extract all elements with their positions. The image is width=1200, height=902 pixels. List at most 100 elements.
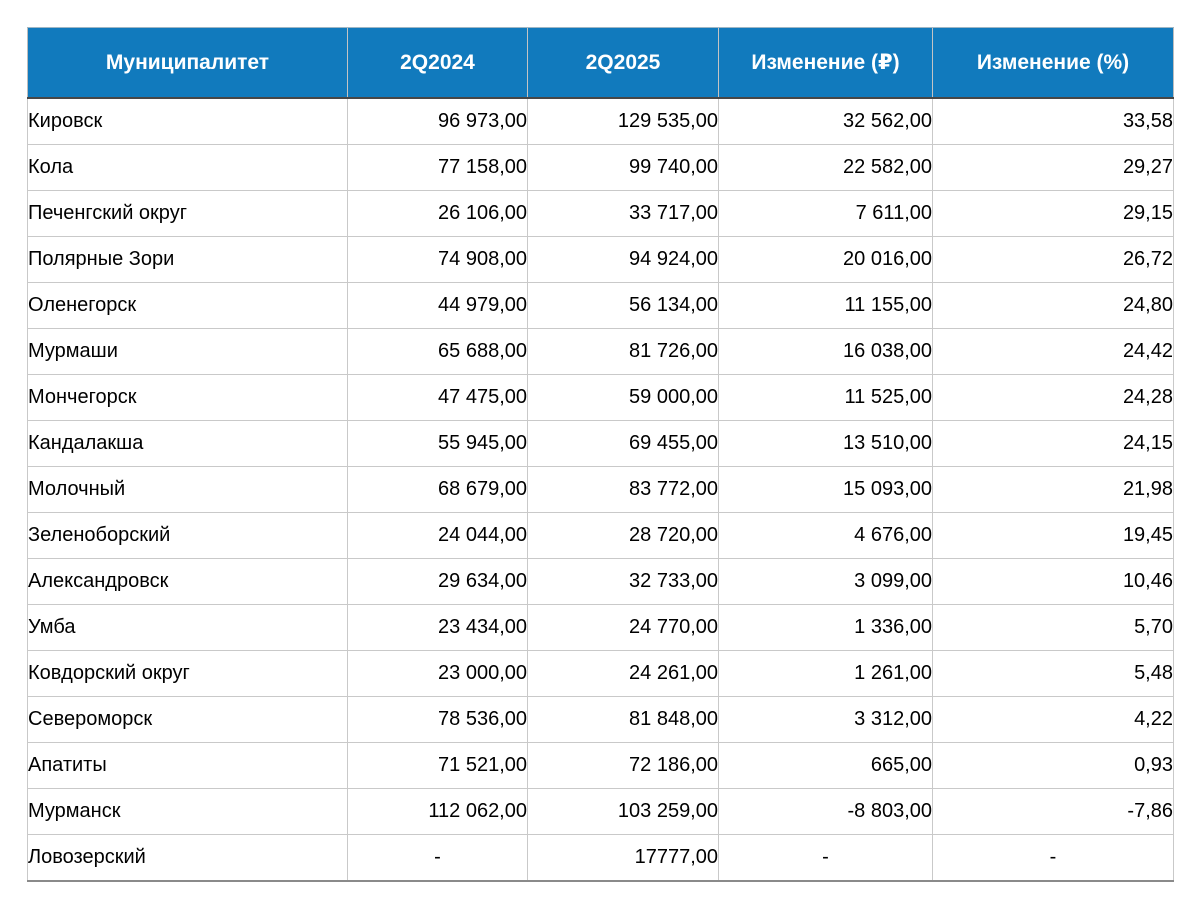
value-cell: 7 611,00 [718,190,933,237]
municipality-cell: Кандалакша [27,420,348,467]
value-cell: 94 924,00 [527,236,719,283]
value-cell: -7,86 [932,788,1174,835]
value-cell: 24 261,00 [527,650,719,697]
table-row: Кировск 96 973,00 129 535,00 32 562,00 33,58 [27,97,1174,145]
value-cell: 5,70 [932,604,1174,651]
municipality-cell: Кировск [27,97,348,145]
value-cell: 24,15 [932,420,1174,467]
value-cell: 99 740,00 [527,144,719,191]
value-cell: 1 336,00 [718,604,933,651]
value-cell: 22 582,00 [718,144,933,191]
value-cell: 15 093,00 [718,466,933,513]
value-cell: 103 259,00 [527,788,719,835]
value-cell: 69 455,00 [527,420,719,467]
value-cell: 33 717,00 [527,190,719,237]
value-cell: 68 679,00 [347,466,528,513]
value-cell: 23 000,00 [347,650,528,697]
value-cell: 29,27 [932,144,1174,191]
value-cell: 20 016,00 [718,236,933,283]
value-cell: - [718,834,933,882]
value-cell: 13 510,00 [718,420,933,467]
value-cell: 24 044,00 [347,512,528,559]
municipality-cell: Молочный [27,466,348,513]
value-cell: - [347,834,528,882]
value-cell: 74 908,00 [347,236,528,283]
municipality-cell: Печенгский округ [27,190,348,237]
value-cell: 83 772,00 [527,466,719,513]
municipality-cell: Ковдорский округ [27,650,348,697]
municipality-cell: Александровск [27,558,348,605]
column-header: Муниципалитет [27,27,348,99]
column-header: 2Q2024 [347,27,528,99]
value-cell: 24,80 [932,282,1174,329]
value-cell: 21,98 [932,466,1174,513]
value-cell: 23 434,00 [347,604,528,651]
table-header-row: Муниципалитет 2Q2024 2Q2025 Изменение (₽) Из… [27,27,1174,99]
value-cell: 78 536,00 [347,696,528,743]
value-cell: 0,93 [932,742,1174,789]
value-cell: 24,28 [932,374,1174,421]
value-cell: 24 770,00 [527,604,719,651]
municipality-cell: Мурмаши [27,328,348,375]
value-cell: 26,72 [932,236,1174,283]
value-cell: 65 688,00 [347,328,528,375]
table-body: Кировск 96 973,00 129 535,00 32 562,00 33,58… [27,97,1174,882]
municipality-cell: Ловозерский [27,834,348,882]
value-cell: 11 525,00 [718,374,933,421]
table-row: Апатиты 71 521,00 72 186,00 665,00 0,93 [27,742,1174,789]
municipality-cell: Кола [27,144,348,191]
value-cell: -8 803,00 [718,788,933,835]
value-cell: 19,45 [932,512,1174,559]
column-header: Изменение (₽) [718,27,933,99]
value-cell: 44 979,00 [347,282,528,329]
value-cell: 28 720,00 [527,512,719,559]
table-row: Молочный 68 679,00 83 772,00 15 093,00 21,98 [27,466,1174,513]
value-cell: 1 261,00 [718,650,933,697]
municipality-cell: Североморск [27,696,348,743]
table-row: Александровск 29 634,00 32 733,00 3 099,00 1… [27,558,1174,605]
value-cell: 129 535,00 [527,97,719,145]
value-cell: 56 134,00 [527,282,719,329]
value-cell: 81 848,00 [527,696,719,743]
value-cell: 71 521,00 [347,742,528,789]
value-cell: 112 062,00 [347,788,528,835]
municipality-cell: Апатиты [27,742,348,789]
municipality-cell: Полярные Зори [27,236,348,283]
value-cell: 16 038,00 [718,328,933,375]
value-cell: 55 945,00 [347,420,528,467]
value-cell: 81 726,00 [527,328,719,375]
value-cell: 59 000,00 [527,374,719,421]
value-cell: 96 973,00 [347,97,528,145]
value-cell: 33,58 [932,97,1174,145]
value-cell: 72 186,00 [527,742,719,789]
value-cell: 3 312,00 [718,696,933,743]
municipality-cell: Мончегорск [27,374,348,421]
value-cell: 5,48 [932,650,1174,697]
table-row: Мурманск 112 062,00 103 259,00 -8 803,00 -7,… [27,788,1174,835]
table-row: Кандалакша 55 945,00 69 455,00 13 510,00 24,… [27,420,1174,467]
value-cell: 4,22 [932,696,1174,743]
municipality-cell: Умба [27,604,348,651]
value-cell: 24,42 [932,328,1174,375]
table-row: Мурмаши 65 688,00 81 726,00 16 038,00 24,42 [27,328,1174,375]
municipality-cell: Мурманск [27,788,348,835]
table-row: Ковдорский округ 23 000,00 24 261,00 1 261,… [27,650,1174,697]
table-row: Печенгский округ 26 106,00 33 717,00 7 611,… [27,190,1174,237]
value-cell: 29,15 [932,190,1174,237]
municipal-price-table: Муниципалитет 2Q2024 2Q2025 Изменение (₽) Из… [27,27,1174,882]
table-row: Оленегорск 44 979,00 56 134,00 11 155,00 24,… [27,282,1174,329]
value-cell: 47 475,00 [347,374,528,421]
value-cell: 26 106,00 [347,190,528,237]
value-cell: 29 634,00 [347,558,528,605]
table-row: Кола 77 158,00 99 740,00 22 582,00 29,27 [27,144,1174,191]
value-cell: 665,00 [718,742,933,789]
municipality-cell: Оленегорск [27,282,348,329]
municipality-cell: Зеленоборский [27,512,348,559]
value-cell: 3 099,00 [718,558,933,605]
value-cell: 4 676,00 [718,512,933,559]
value-cell: 11 155,00 [718,282,933,329]
value-cell: 10,46 [932,558,1174,605]
column-header: 2Q2025 [527,27,719,99]
table-row: Ловозерский -17777,00- - [27,834,1174,882]
